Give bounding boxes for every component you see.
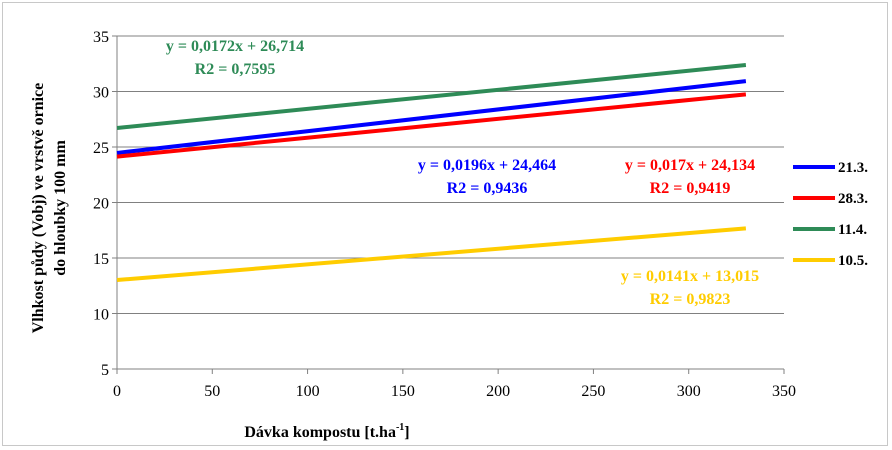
y-tick-label: 10 <box>93 307 109 324</box>
x-tick-label: 250 <box>581 383 605 400</box>
x-axis-title: Dávka kompostu [t.ha-1] <box>244 422 409 441</box>
legend-label: 28.3. <box>838 191 868 207</box>
r2-label: R2 = 0,9419 <box>650 180 731 197</box>
x-tick-label: 100 <box>296 383 320 400</box>
series-line-21.3. <box>116 79 747 155</box>
r2-label: R2 = 0,9823 <box>650 291 731 308</box>
y-axis-title-line2: do hloubky 100 mm <box>52 140 69 276</box>
x-tick-label: 0 <box>113 383 121 400</box>
equation-label: y = 0,0141x + 13,015 <box>621 268 759 285</box>
x-tick-label: 300 <box>677 383 701 400</box>
x-tick-label: 50 <box>204 383 220 400</box>
y-tick-label: 35 <box>93 29 109 46</box>
x-tick-label: 200 <box>486 383 510 400</box>
y-tick-label: 30 <box>93 85 109 102</box>
series-line-11.4. <box>116 62 747 130</box>
series-lines <box>116 62 747 283</box>
series-line-28.3. <box>116 92 747 159</box>
y-tick-label: 5 <box>101 362 109 379</box>
x-tick-label: 150 <box>391 383 415 400</box>
equation-label: y = 0,0196x + 24,464 <box>418 157 556 174</box>
legend-label: 10.5. <box>838 253 868 269</box>
r2-label: R2 = 0,9436 <box>447 180 528 197</box>
legend-label: 11.4. <box>838 222 867 238</box>
equation-label: y = 0,017x + 24,134 <box>625 157 755 174</box>
series-line-10.5. <box>116 226 747 283</box>
r2-label: R2 = 0,7595 <box>195 61 276 78</box>
trendline-equations: y = 0,0196x + 24,464 R2 = 0,9436 y = 0,017… <box>166 38 759 308</box>
x-tick-label: 350 <box>772 383 796 400</box>
y-tick-label: 20 <box>93 196 109 213</box>
y-tick-label: 15 <box>93 251 109 268</box>
legend: 21.3. 28.3. 11.4. 10.5. <box>793 160 868 269</box>
equation-label: y = 0,0172x + 26,714 <box>166 38 304 55</box>
y-tick-label: 25 <box>93 140 109 157</box>
y-axis-title-line1: Vlhkost půdy (Vobj) ve vrstvě ornice <box>30 83 47 334</box>
legend-label: 21.3. <box>838 160 868 176</box>
